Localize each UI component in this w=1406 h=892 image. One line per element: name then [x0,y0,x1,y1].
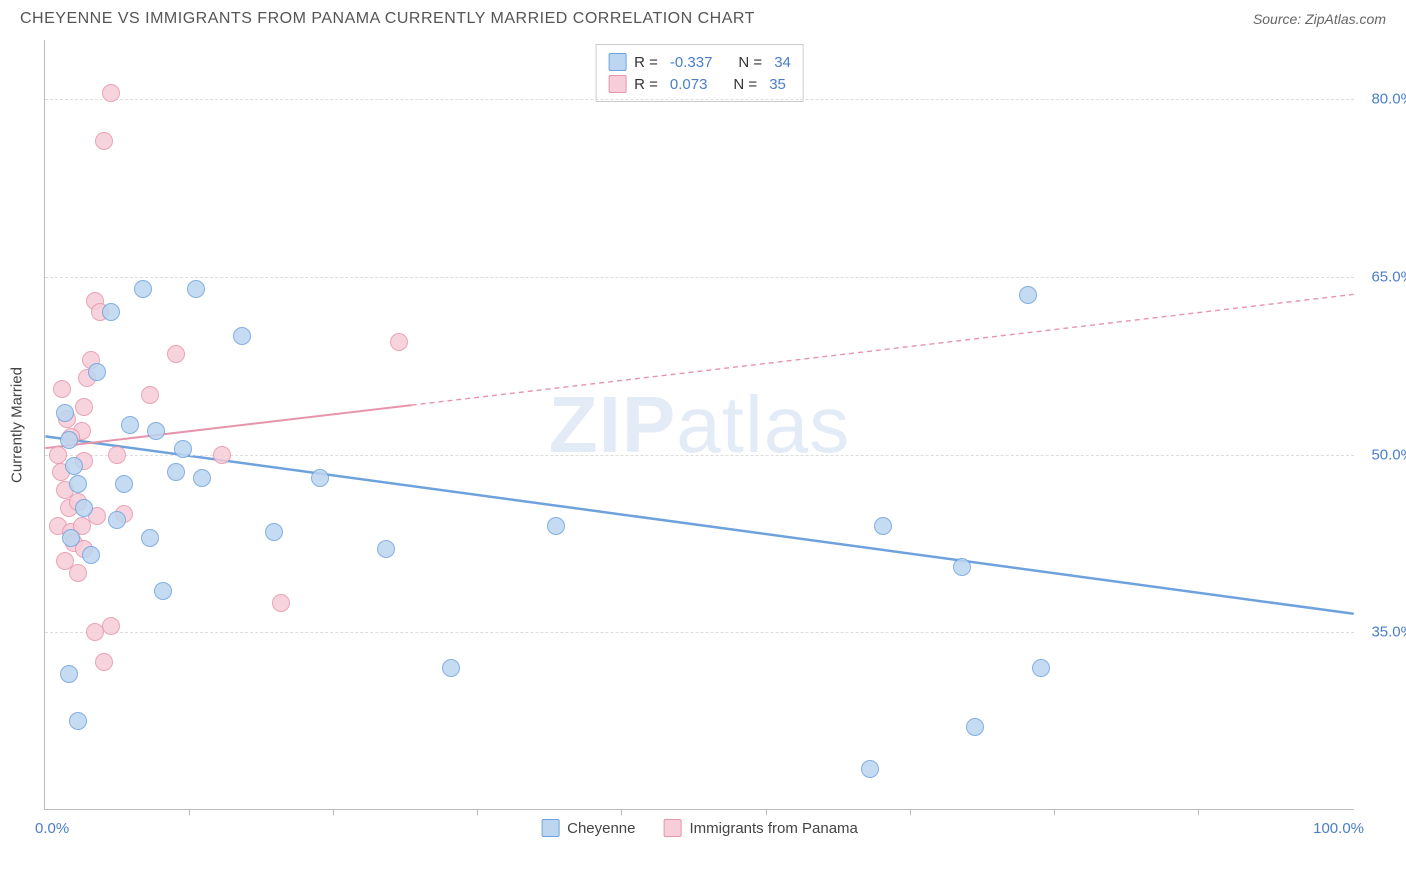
n-value-1: 35 [769,76,786,93]
r-value-1: 0.073 [670,76,708,93]
scatter-point [953,558,971,576]
scatter-point [102,617,120,635]
scatter-point [82,546,100,564]
scatter-point [53,380,71,398]
scatter-chart: Currently Married ZIPatlas R = -0.337 N … [44,40,1354,810]
correlation-row-1: R = 0.073 N = 35 [608,73,791,95]
scatter-point [167,463,185,481]
x-tick [477,809,478,815]
y-tick-label: 50.0% [1371,446,1406,463]
scatter-point [1032,659,1050,677]
grid-line [45,99,1354,100]
n-label-0: N = [738,54,762,71]
scatter-point [1019,286,1037,304]
legend-label-1: Immigrants from Panama [690,820,858,837]
scatter-point [115,475,133,493]
scatter-point [56,404,74,422]
series-legend: Cheyenne Immigrants from Panama [541,819,858,837]
x-tick [1054,809,1055,815]
r-label-1: R = [634,76,658,93]
scatter-point [966,718,984,736]
scatter-point [547,517,565,535]
correlation-legend: R = -0.337 N = 34 R = 0.073 N = 35 [595,44,804,102]
x-tick [910,809,911,815]
scatter-point [187,280,205,298]
scatter-point [213,446,231,464]
grid-line [45,277,1354,278]
scatter-point [193,469,211,487]
series-legend-item-0: Cheyenne [541,819,635,837]
scatter-point [233,327,251,345]
x-tick [621,809,622,815]
scatter-point [108,446,126,464]
y-tick-label: 35.0% [1371,624,1406,641]
grid-line [45,632,1354,633]
scatter-point [442,659,460,677]
legend-swatch-1 [664,819,682,837]
scatter-point [311,469,329,487]
scatter-point [69,712,87,730]
scatter-point [95,653,113,671]
y-axis-title: Currently Married [9,367,26,483]
series-legend-item-1: Immigrants from Panama [664,819,858,837]
scatter-point [167,345,185,363]
chart-header: CHEYENNE VS IMMIGRANTS FROM PANAMA CURRE… [0,0,1406,34]
source-attribution: Source: ZipAtlas.com [1253,11,1386,27]
scatter-point [390,333,408,351]
scatter-point [147,422,165,440]
scatter-point [141,386,159,404]
swatch-series-0 [608,53,626,71]
correlation-row-0: R = -0.337 N = 34 [608,51,791,73]
r-label-0: R = [634,54,658,71]
grid-line [45,455,1354,456]
scatter-point [88,363,106,381]
x-tick [189,809,190,815]
trend-lines-svg [45,40,1354,809]
scatter-point [69,475,87,493]
watermark: ZIPatlas [549,379,850,471]
scatter-point [121,416,139,434]
scatter-point [95,132,113,150]
n-label-1: N = [733,76,757,93]
y-tick-label: 65.0% [1371,268,1406,285]
scatter-point [65,457,83,475]
scatter-point [75,398,93,416]
scatter-point [265,523,283,541]
x-tick [333,809,334,815]
scatter-point [75,499,93,517]
scatter-point [377,540,395,558]
swatch-series-1 [608,75,626,93]
n-value-0: 34 [774,54,791,71]
scatter-point [174,440,192,458]
scatter-point [154,582,172,600]
y-tick-label: 80.0% [1371,91,1406,108]
scatter-point [108,511,126,529]
scatter-point [861,760,879,778]
chart-title: CHEYENNE VS IMMIGRANTS FROM PANAMA CURRE… [20,10,755,28]
legend-label-0: Cheyenne [567,820,635,837]
scatter-point [69,564,87,582]
scatter-point [60,665,78,683]
trend-line-solid [45,405,411,448]
x-axis-min-label: 0.0% [35,820,69,837]
legend-swatch-0 [541,819,559,837]
x-tick [1198,809,1199,815]
scatter-point [141,529,159,547]
scatter-point [102,303,120,321]
scatter-point [102,84,120,102]
scatter-point [62,529,80,547]
x-tick [766,809,767,815]
trend-line-dashed [412,294,1354,405]
x-axis-max-label: 100.0% [1313,820,1364,837]
scatter-point [874,517,892,535]
trend-line [45,436,1353,613]
r-value-0: -0.337 [670,54,713,71]
scatter-point [60,431,78,449]
scatter-point [272,594,290,612]
scatter-point [134,280,152,298]
